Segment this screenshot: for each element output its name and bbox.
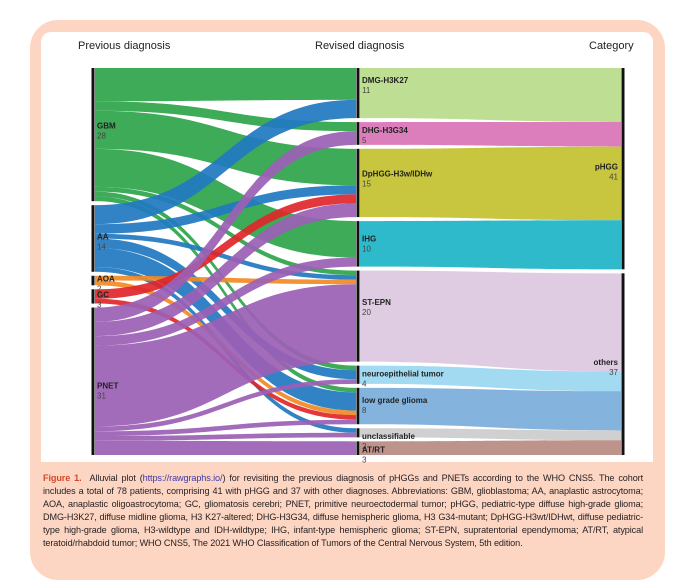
node-label-aa: AA <box>97 232 109 241</box>
node-value-dmg-h3k27: 11 <box>362 86 371 95</box>
node-bar-gc <box>91 289 95 304</box>
flow-pnet-to-neuroepithelial-tumor <box>95 379 356 432</box>
node-value-dhg-h3g34: 5 <box>362 136 367 145</box>
node-label-pnet: PNET <box>97 381 118 390</box>
flows-revised-to-category <box>360 68 621 455</box>
flow-neuroepithelial-tumor-to-others <box>360 365 621 392</box>
node-label-ihg: IHG <box>362 235 376 244</box>
node-value-dphgg-h3w-idhw: 15 <box>362 179 371 188</box>
node-bar-ihg <box>356 221 360 267</box>
flow-aa-to-neuroepithelial-tumor <box>95 238 356 380</box>
node-bar-unclassifiable <box>356 428 360 438</box>
caption-label: Figure 1. <box>43 473 82 483</box>
node-value-phgg: 41 <box>609 173 618 182</box>
node-value-aa: 14 <box>97 242 106 251</box>
node-value-unclassifiable: 2 <box>362 442 367 451</box>
node-bars <box>91 68 625 455</box>
flow-dphgg-h3w-idhw-to-phgg <box>360 146 621 221</box>
flow-pnet-to-at-rt <box>95 440 356 455</box>
node-value-neuroepithelial-tumor: 4 <box>362 380 367 389</box>
flow-pnet-to-st-epn <box>95 284 356 427</box>
node-value-low-grade-glioma: 8 <box>362 406 367 415</box>
node-value-ihg: 10 <box>362 245 371 254</box>
node-label-neuroepithelial-tumor: neuroepithelial tumor <box>362 370 444 379</box>
caption-text-1: Alluvial plot ( <box>89 473 143 483</box>
node-bar-phgg <box>621 68 625 270</box>
node-bar-dmg-h3k27 <box>356 68 360 119</box>
node-value-aoa: 2 <box>97 285 102 294</box>
flow-ihg-to-phgg <box>360 220 621 270</box>
node-bar-at-rt <box>356 441 360 455</box>
node-bar-neuroepithelial-tumor <box>356 365 360 384</box>
node-bar-gbm <box>91 68 95 202</box>
flow-low-grade-glioma-to-others <box>360 387 621 431</box>
column-title-revised: Revised diagnosis <box>315 40 405 52</box>
node-label-gc: GC <box>97 290 109 299</box>
flow-aa-to-st-epn <box>95 233 356 280</box>
node-labels: GBM28AA14AOA2GC3PNET31DMG-H3K2711DHG-H3G… <box>97 76 619 464</box>
flow-st-epn-to-others <box>360 270 621 372</box>
flow-gbm-to-ihg <box>95 148 356 258</box>
flow-at-rt-to-others <box>360 440 621 455</box>
flow-gc-to-dphgg-h3w-idhw <box>95 194 356 299</box>
node-bar-st-epn <box>356 270 360 362</box>
node-bar-low-grade-glioma <box>356 387 360 425</box>
column-title-previous: Previous diagnosis <box>78 40 171 52</box>
node-label-dmg-h3k27: DMG-H3K27 <box>362 76 409 85</box>
flow-dhg-h3g34-to-phgg <box>360 122 621 147</box>
rawgraphs-link[interactable]: https://rawgraphs.io/ <box>142 473 223 483</box>
flow-pnet-to-dhg-h3g34 <box>95 131 356 322</box>
figure-caption: Figure 1. Alluvial plot (https://rawgraph… <box>43 472 643 549</box>
flow-aa-to-dphgg-h3w-idhw <box>95 185 356 234</box>
node-label-phgg: pHGG <box>595 163 618 172</box>
node-bar-dphgg-h3w-idhw <box>356 148 360 218</box>
node-value-at-rt: 3 <box>362 455 367 464</box>
flow-aa-to-dmg-h3k27 <box>95 99 356 225</box>
node-label-others: others <box>594 358 619 367</box>
node-bar-pnet <box>91 307 95 455</box>
flow-gbm-to-dphgg-h3w-idhw <box>95 110 356 186</box>
node-value-others: 37 <box>609 368 618 377</box>
node-label-at-rt: AT/RT <box>362 445 385 454</box>
flow-pnet-to-unclassifiable <box>95 432 356 441</box>
flow-aoa-to-st-epn <box>95 275 356 285</box>
node-bar-aoa <box>91 275 95 286</box>
node-bar-others <box>621 273 625 455</box>
node-label-st-epn: ST-EPN <box>362 298 391 307</box>
node-label-dphgg-h3w-idhw: DpHGG-H3w/IDHw <box>362 169 433 178</box>
node-bar-aa <box>91 205 95 272</box>
node-bar-dhg-h3g34 <box>356 122 360 145</box>
node-label-dhg-h3g34: DHG-H3G34 <box>362 126 408 135</box>
node-value-pnet: 31 <box>97 391 106 400</box>
node-value-st-epn: 20 <box>362 308 371 317</box>
node-label-unclassifiable: unclassifiable <box>362 432 415 441</box>
flow-gbm-to-dmg-h3k27 <box>95 68 356 102</box>
flow-pnet-to-ihg <box>95 257 356 346</box>
flow-unclassifiable-to-others <box>360 428 621 441</box>
flow-gbm-to-low-grade-glioma <box>95 196 356 393</box>
node-label-aoa: AOA <box>97 275 115 284</box>
flow-pnet-to-low-grade-glioma <box>95 419 356 436</box>
flow-pnet-to-dphgg-h3w-idhw <box>95 203 356 337</box>
node-label-gbm: GBM <box>97 121 116 130</box>
flows-previous-to-revised <box>95 68 356 455</box>
node-value-gc: 3 <box>97 300 102 309</box>
column-title-category: Category <box>589 40 634 52</box>
caption-text-2: ) for revisiting the previous diagnosis … <box>43 473 644 548</box>
node-label-low-grade-glioma: low grade glioma <box>362 396 428 405</box>
node-value-gbm: 28 <box>97 131 106 140</box>
flow-dmg-h3k27-to-phgg <box>360 68 621 123</box>
